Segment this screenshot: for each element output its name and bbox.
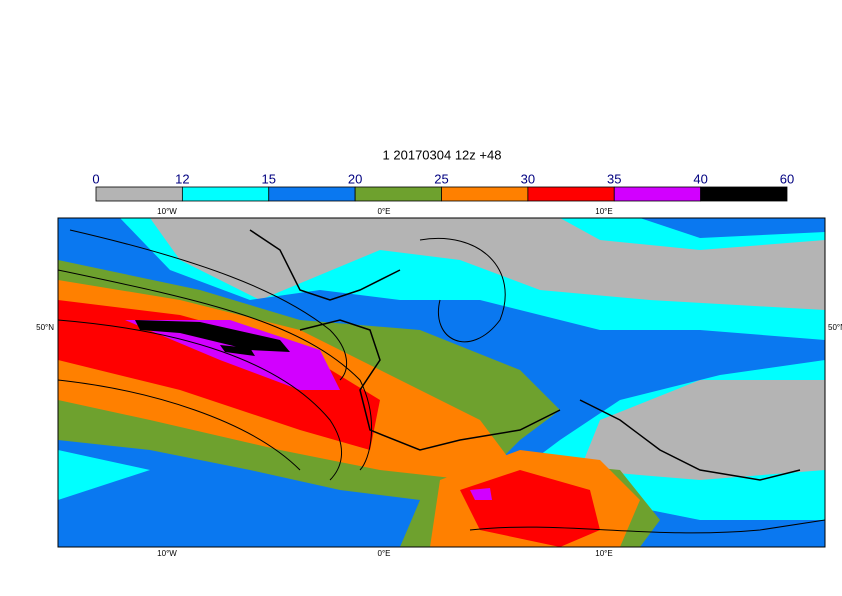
coastlines [249,229,801,481]
colorbar-label: 12 [175,171,189,186]
colorbar-label: 60 [780,171,794,186]
lon-label: 10°W [157,549,177,558]
map-title: 1 20170304 12z +48 [383,147,502,162]
lon-label: 10°W [157,207,177,216]
colorbar-segment [268,186,356,202]
colorbar-segment [700,186,788,202]
colorbar-segment [354,186,442,202]
colorbar: 0 12 15 20 25 30 35 40 60 [92,171,794,202]
colorbar-label: 40 [693,171,707,186]
map [58,218,825,547]
colorbar-label: 20 [348,171,362,186]
colorbar-label: 15 [262,171,276,186]
colorbar-segment [441,186,529,202]
colorbar-segment [181,186,270,202]
lat-label: 50°N [36,323,54,332]
geo-labels: 10°W 10°W 0°E 0°E 10°E 10°E 50°N 50°N [36,207,842,558]
lat-label: 50°N [828,323,842,332]
field-band [125,320,492,500]
colorbar-label: 25 [434,171,448,186]
field-band [58,300,600,547]
colorbar-label: 0 [92,171,99,186]
map-frame [57,217,826,548]
colorbar-label: 30 [521,171,535,186]
contours [58,229,825,534]
colorbar-segment [613,186,702,202]
lon-label: 0°E [378,207,391,216]
lon-label: 0°E [378,549,391,558]
lon-label: 10°E [595,549,612,558]
field [58,218,825,547]
colorbar-segment [527,186,615,202]
colorbar-segment [95,186,183,202]
field-band [135,320,290,356]
colorbar-label: 35 [607,171,621,186]
lon-label: 10°E [595,207,612,216]
